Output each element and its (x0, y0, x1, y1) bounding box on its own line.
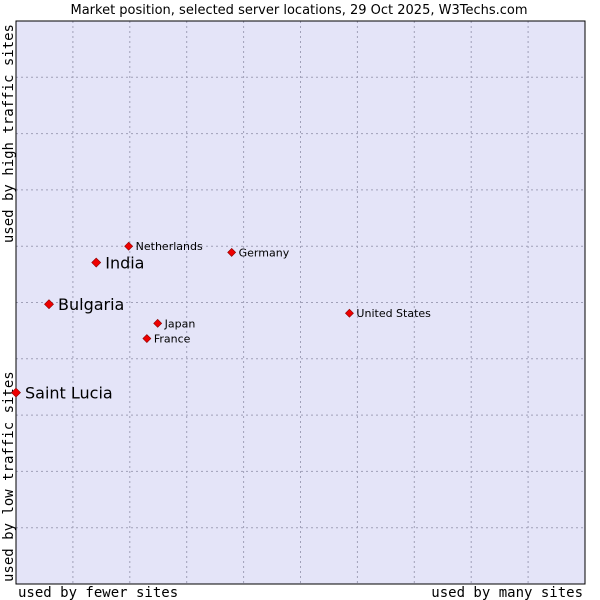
point-marker (227, 247, 237, 257)
data-point-bulgaria: Bulgaria (44, 295, 124, 314)
y-axis-label-low: used by low traffic sites (1, 371, 17, 582)
data-point-france: France (142, 333, 191, 346)
y-axis-label-high: used by high traffic sites (1, 24, 17, 243)
point-marker (142, 334, 152, 343)
point-marker (124, 241, 134, 251)
point-label: Japan (164, 317, 196, 330)
point-label: United States (356, 307, 431, 320)
point-label: Saint Lucia (25, 384, 113, 403)
point-marker (11, 387, 21, 398)
plot-border (15, 20, 586, 585)
point-marker (91, 257, 102, 268)
x-axis-label-low: used by fewer sites (18, 585, 178, 600)
point-label: Netherlands (136, 240, 203, 253)
point-marker (153, 318, 163, 328)
point-marker (44, 299, 54, 310)
grid (16, 21, 585, 584)
x-axis-label-high: used by many sites (431, 585, 583, 600)
data-point-saint-lucia: Saint Lucia (11, 384, 113, 403)
point-label: Bulgaria (58, 295, 124, 314)
data-point-united-states: United States (345, 307, 431, 320)
data-point-india: India (91, 254, 144, 273)
point-marker (345, 308, 354, 318)
chart-title: Market position, selected server locatio… (70, 3, 527, 18)
data-point-germany: Germany (227, 246, 290, 259)
point-label: Germany (239, 246, 290, 259)
point-label: India (105, 254, 144, 273)
point-label: France (154, 333, 191, 346)
data-point-japan: Japan (153, 317, 196, 330)
data-point-netherlands: Netherlands (124, 240, 203, 253)
